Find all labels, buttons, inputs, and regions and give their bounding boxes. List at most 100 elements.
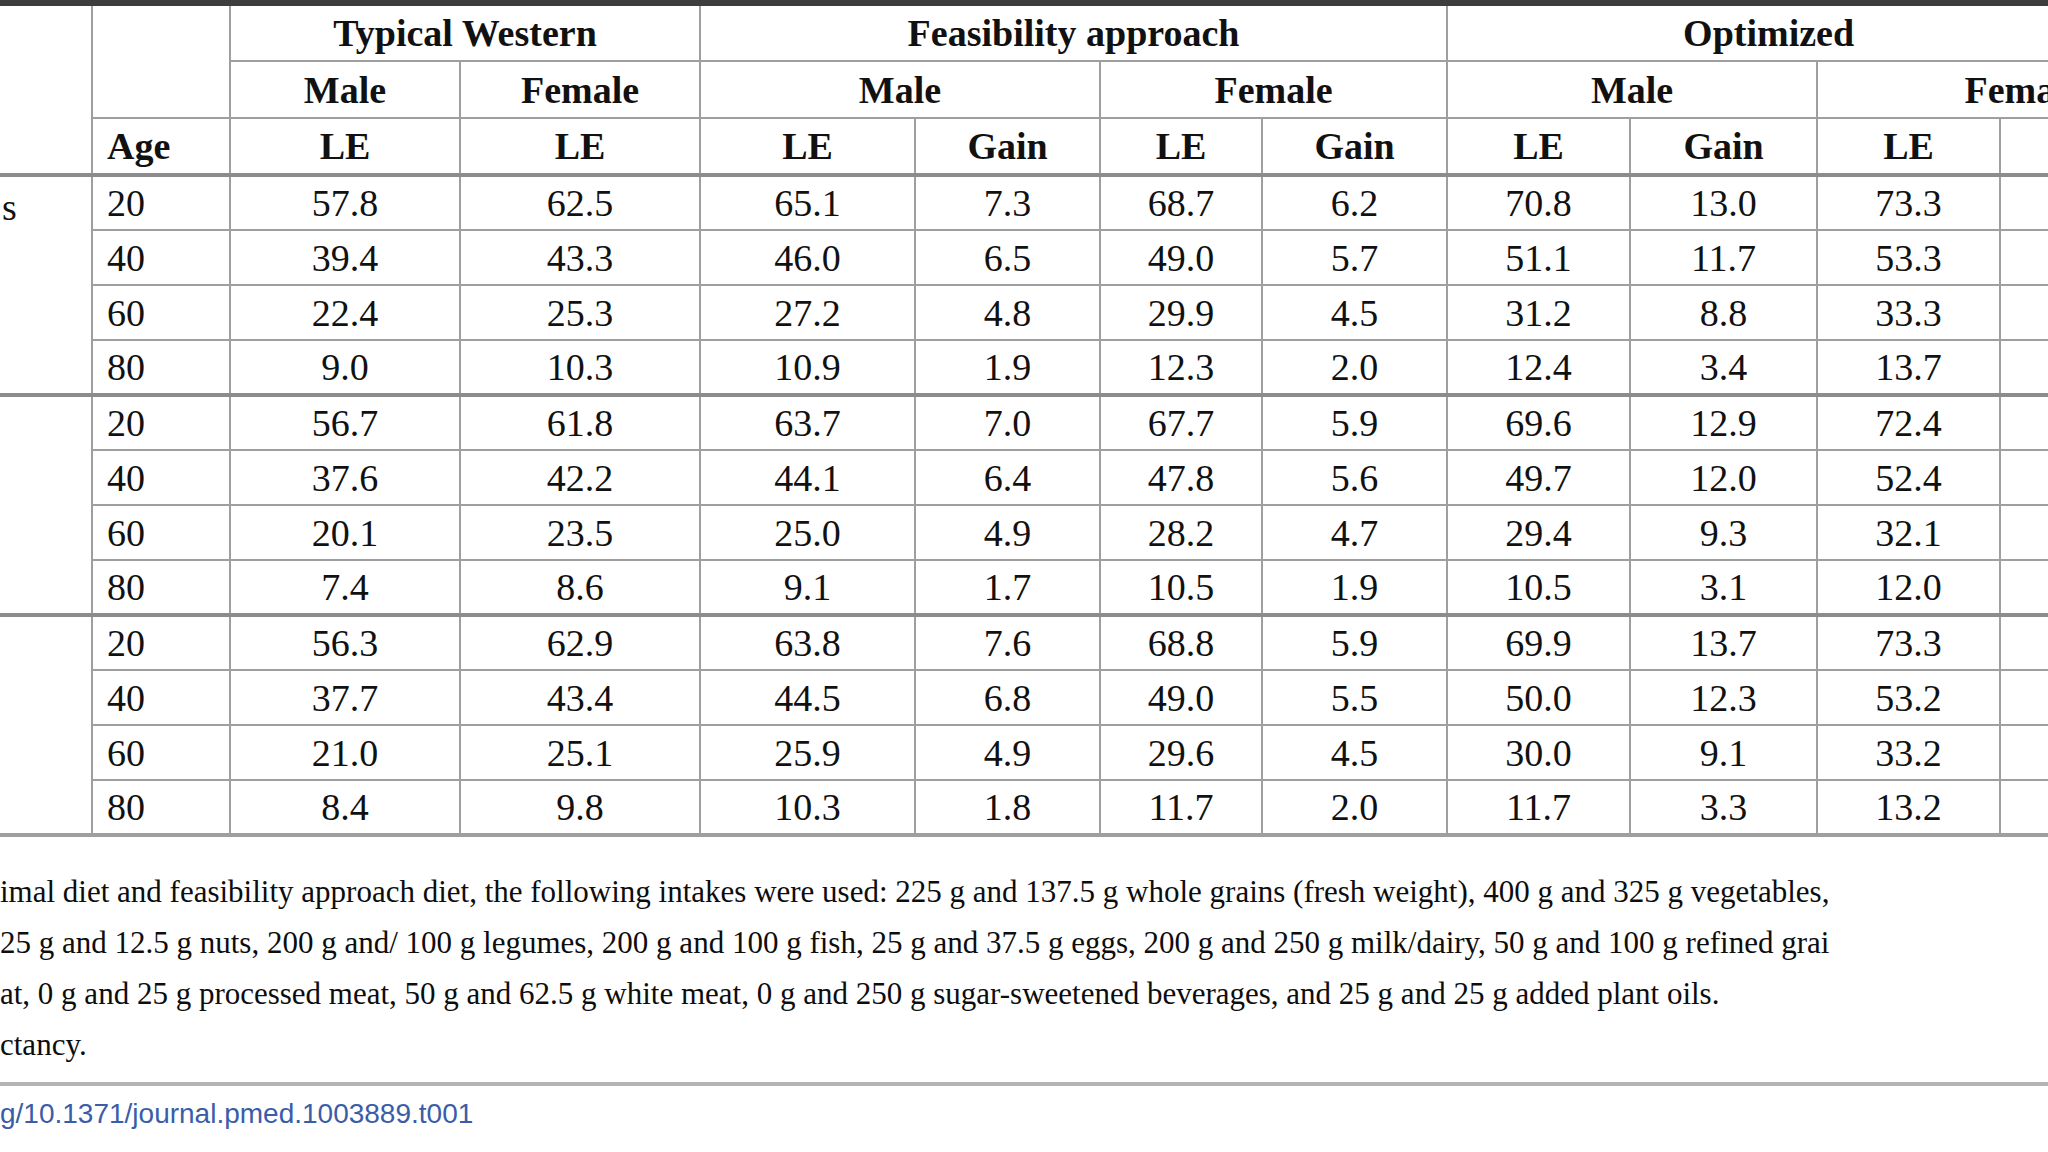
value-cell: 28.2	[1100, 505, 1262, 560]
value-cell: 10.3	[460, 340, 700, 395]
table-row: 2056.362.963.87.668.85.969.913.773.3	[0, 615, 2048, 670]
fa-male-gain-header: Gain	[915, 118, 1100, 175]
value-cell: 1.7	[915, 560, 1100, 615]
document-page: Typical Western Feasibility approach Opt…	[0, 0, 2048, 1152]
value-cell: 4.9	[915, 725, 1100, 780]
value-cell	[2000, 725, 2048, 780]
divider-rule	[0, 1082, 2048, 1086]
opt-female-gain-header	[2000, 118, 2048, 175]
value-cell: 43.4	[460, 670, 700, 725]
value-cell: 7.3	[915, 175, 1100, 230]
opt-male-gain-header: Gain	[1630, 118, 1817, 175]
value-cell	[2000, 560, 2048, 615]
opt-female-le-header: LE	[1817, 118, 2000, 175]
table-header: Typical Western Feasibility approach Opt…	[0, 3, 2048, 175]
value-cell: 62.9	[460, 615, 700, 670]
age-cell: 60	[92, 285, 230, 340]
value-cell: 21.0	[230, 725, 460, 780]
age-cell: 20	[92, 615, 230, 670]
value-cell: 1.8	[915, 780, 1100, 835]
value-cell: 20.1	[230, 505, 460, 560]
value-cell: 12.9	[1630, 395, 1817, 450]
fa-male-le-header: LE	[700, 118, 915, 175]
value-cell: 10.5	[1447, 560, 1630, 615]
value-cell: 50.0	[1447, 670, 1630, 725]
footnote-line: at, 0 g and 25 g processed meat, 50 g an…	[0, 968, 2048, 1019]
value-cell: 25.0	[700, 505, 915, 560]
value-cell: 4.5	[1262, 285, 1447, 340]
value-cell: 1.9	[1262, 560, 1447, 615]
value-cell: 37.6	[230, 450, 460, 505]
footnote-line: ctancy.	[0, 1019, 2048, 1070]
life-expectancy-table: Typical Western Feasibility approach Opt…	[0, 0, 2048, 837]
header-row-measures: Age LE LE LE Gain LE Gain LE Gain LE	[0, 118, 2048, 175]
footnote-line: imal diet and feasibility approach diet,…	[0, 866, 2048, 917]
value-cell: 44.5	[700, 670, 915, 725]
value-cell: 33.2	[1817, 725, 2000, 780]
value-cell: 9.1	[700, 560, 915, 615]
value-cell: 27.2	[700, 285, 915, 340]
value-cell: 11.7	[1630, 230, 1817, 285]
value-cell: 10.3	[700, 780, 915, 835]
table-footnote: imal diet and feasibility approach diet,…	[0, 866, 2048, 1070]
value-cell: 9.1	[1630, 725, 1817, 780]
value-cell: 7.6	[915, 615, 1100, 670]
value-cell: 1.9	[915, 340, 1100, 395]
value-cell: 13.2	[1817, 780, 2000, 835]
row-group-label	[0, 395, 92, 615]
value-cell: 12.0	[1630, 450, 1817, 505]
age-corner-cell	[92, 3, 230, 118]
col-group-typical-western: Typical Western	[230, 3, 700, 61]
value-cell: 5.7	[1262, 230, 1447, 285]
value-cell: 22.4	[230, 285, 460, 340]
row-group-label	[0, 615, 92, 835]
header-row-diet-groups: Typical Western Feasibility approach Opt…	[0, 3, 2048, 61]
value-cell: 5.9	[1262, 395, 1447, 450]
row-group-label: s	[0, 175, 92, 395]
table-row: 807.48.69.11.710.51.910.53.112.0	[0, 560, 2048, 615]
opt-male-header: Male	[1447, 61, 1817, 118]
value-cell: 56.3	[230, 615, 460, 670]
value-cell: 46.0	[700, 230, 915, 285]
value-cell: 4.5	[1262, 725, 1447, 780]
value-cell: 11.7	[1447, 780, 1630, 835]
value-cell: 2.0	[1262, 340, 1447, 395]
value-cell	[2000, 285, 2048, 340]
value-cell: 62.5	[460, 175, 700, 230]
fa-male-header: Male	[700, 61, 1100, 118]
value-cell: 51.1	[1447, 230, 1630, 285]
value-cell: 47.8	[1100, 450, 1262, 505]
value-cell: 13.0	[1630, 175, 1817, 230]
age-cell: 80	[92, 780, 230, 835]
value-cell	[2000, 395, 2048, 450]
value-cell: 53.3	[1817, 230, 2000, 285]
value-cell: 7.0	[915, 395, 1100, 450]
age-cell: 80	[92, 560, 230, 615]
table-row: 2056.761.863.77.067.75.969.612.972.4	[0, 395, 2048, 450]
value-cell: 23.5	[460, 505, 700, 560]
value-cell: 44.1	[700, 450, 915, 505]
value-cell	[2000, 340, 2048, 395]
value-cell: 13.7	[1817, 340, 2000, 395]
value-cell: 9.3	[1630, 505, 1817, 560]
age-cell: 60	[92, 505, 230, 560]
value-cell: 37.7	[230, 670, 460, 725]
value-cell: 70.8	[1447, 175, 1630, 230]
value-cell	[2000, 505, 2048, 560]
value-cell: 49.0	[1100, 670, 1262, 725]
value-cell	[2000, 615, 2048, 670]
age-cell: 40	[92, 670, 230, 725]
tw-female-header: Female	[460, 61, 700, 118]
table-row: 4039.443.346.06.549.05.751.111.753.3	[0, 230, 2048, 285]
value-cell: 32.1	[1817, 505, 2000, 560]
value-cell: 12.0	[1817, 560, 2000, 615]
value-cell: 3.4	[1630, 340, 1817, 395]
value-cell	[2000, 670, 2048, 725]
doi-link[interactable]: g/10.1371/journal.pmed.1003889.t001	[0, 1098, 473, 1130]
header-row-sex: Male Female Male Female Male Female	[0, 61, 2048, 118]
table-row: 6021.025.125.94.929.64.530.09.133.2	[0, 725, 2048, 780]
value-cell: 13.7	[1630, 615, 1817, 670]
table-row: 6022.425.327.24.829.94.531.28.833.3	[0, 285, 2048, 340]
value-cell: 69.6	[1447, 395, 1630, 450]
value-cell: 6.8	[915, 670, 1100, 725]
